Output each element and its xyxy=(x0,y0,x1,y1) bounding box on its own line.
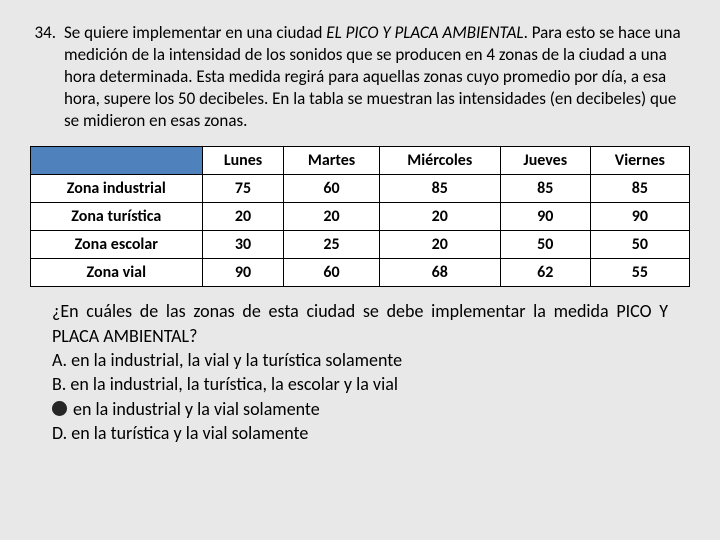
cell: 90 xyxy=(500,203,590,231)
table-row: Zona vial 90 60 68 62 55 xyxy=(31,259,690,287)
cell: 25 xyxy=(284,231,379,259)
cell: 60 xyxy=(284,259,379,287)
followup-question: ¿En cuáles de las zonas de esta ciudad s… xyxy=(28,299,692,348)
cell: 90 xyxy=(202,259,284,287)
question-text-italic: EL PICO Y PLACA AMBIENTAL xyxy=(326,22,523,43)
option-b[interactable]: B. en la industrial, la turística, la es… xyxy=(52,372,668,396)
col-header: Martes xyxy=(284,147,379,175)
table-row: Zona escolar 30 25 20 50 50 xyxy=(31,231,690,259)
cell: 68 xyxy=(379,259,500,287)
cell: 50 xyxy=(590,231,689,259)
option-a-text: A. en la industrial, la vial y la turíst… xyxy=(52,348,402,372)
col-header: Jueves xyxy=(500,147,590,175)
cell: 20 xyxy=(379,203,500,231)
option-d[interactable]: D. en la turística y la vial solamente xyxy=(52,421,668,445)
question-text: Se quiere implementar en una ciudad EL P… xyxy=(64,22,692,132)
option-c[interactable]: en la industrial y la vial solamente xyxy=(52,397,668,421)
table-row: Zona turística 20 20 20 90 90 xyxy=(31,203,690,231)
col-header: Miércoles xyxy=(379,147,500,175)
cell: 90 xyxy=(590,203,689,231)
col-header: Viernes xyxy=(590,147,689,175)
table-header-row: Lunes Martes Miércoles Jueves Viernes xyxy=(31,147,690,175)
option-c-text: en la industrial y la vial solamente xyxy=(73,397,320,421)
cell: 62 xyxy=(500,259,590,287)
question-number: 34. xyxy=(28,22,64,132)
selected-marker-icon xyxy=(52,401,67,416)
question-stem: 34. Se quiere implementar en una ciudad … xyxy=(28,22,692,132)
row-label: Zona escolar xyxy=(31,231,203,259)
col-header: Lunes xyxy=(202,147,284,175)
cell: 30 xyxy=(202,231,284,259)
row-label: Zona industrial xyxy=(31,175,203,203)
option-b-text: B. en la industrial, la turística, la es… xyxy=(52,372,398,396)
cell: 60 xyxy=(284,175,379,203)
option-d-text: D. en la turística y la vial solamente xyxy=(52,421,308,445)
cell: 55 xyxy=(590,259,689,287)
cell: 50 xyxy=(500,231,590,259)
cell: 85 xyxy=(500,175,590,203)
answer-options: A. en la industrial, la vial y la turíst… xyxy=(28,348,692,445)
cell: 20 xyxy=(379,231,500,259)
table-row: Zona industrial 75 60 85 85 85 xyxy=(31,175,690,203)
cell: 85 xyxy=(590,175,689,203)
option-a[interactable]: A. en la industrial, la vial y la turíst… xyxy=(52,348,668,372)
data-table: Lunes Martes Miércoles Jueves Viernes Zo… xyxy=(30,146,690,287)
cell: 20 xyxy=(284,203,379,231)
row-label: Zona vial xyxy=(31,259,203,287)
row-label: Zona turística xyxy=(31,203,203,231)
cell: 20 xyxy=(202,203,284,231)
cell: 75 xyxy=(202,175,284,203)
table-header-blank xyxy=(31,147,203,175)
cell: 85 xyxy=(379,175,500,203)
question-text-part1: Se quiere implementar en una ciudad xyxy=(64,22,326,43)
